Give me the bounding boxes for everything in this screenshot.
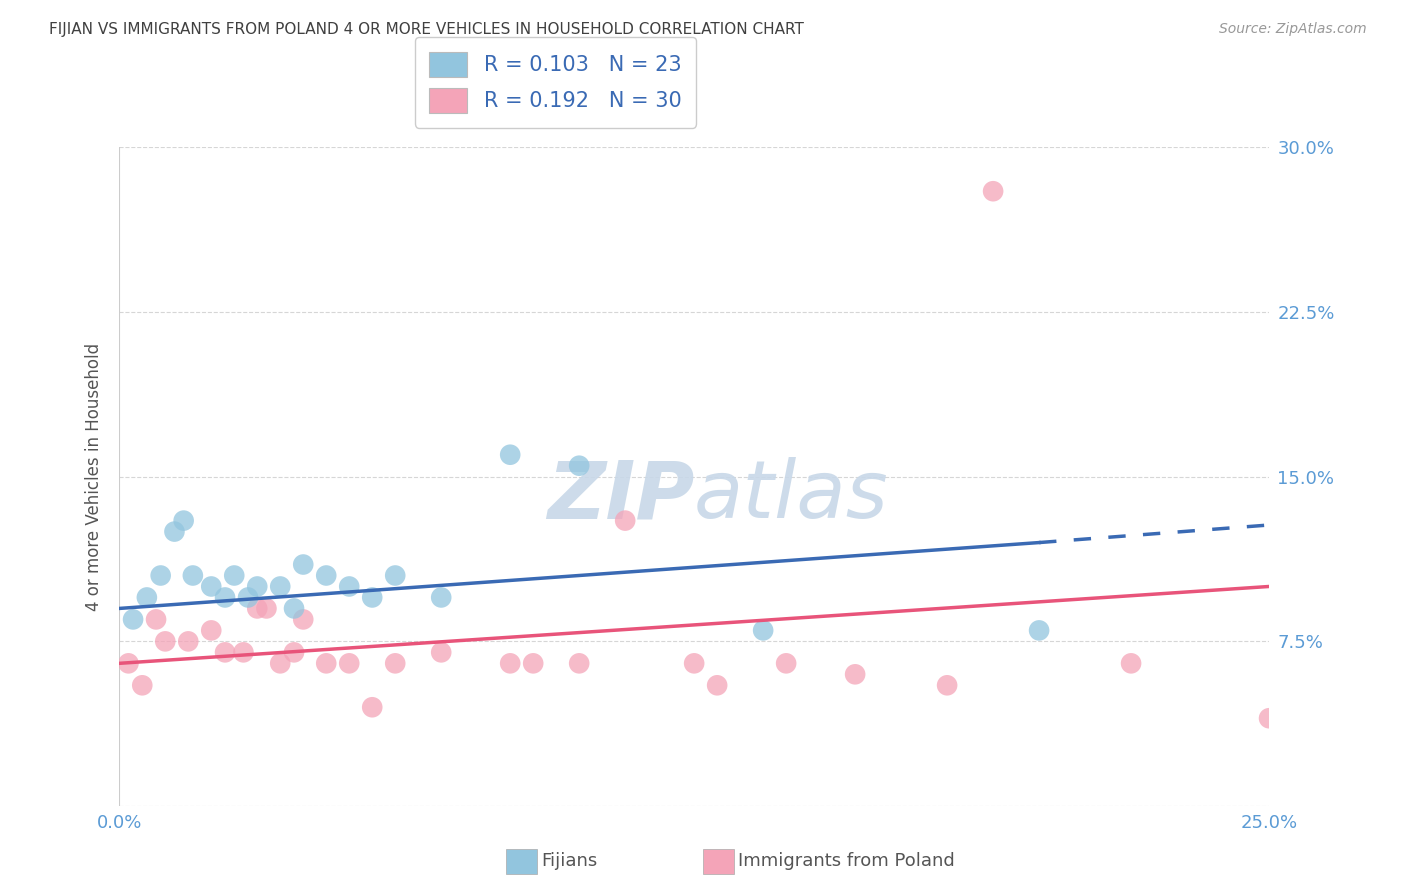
Point (361, 700, 384, 714)
Point (155, 634, 177, 648)
Point (384, 657, 406, 671)
Point (283, 645, 305, 659)
Legend: R = 0.103   N = 23, R = 0.192   N = 30: R = 0.103 N = 23, R = 0.192 N = 30 (415, 37, 696, 128)
Point (163, 524, 186, 539)
Point (256, 601, 278, 615)
Point (752, 624, 775, 638)
Text: ZIP: ZIP (547, 458, 695, 535)
Point (117, 657, 139, 671)
Point (269, 657, 291, 671)
Text: Immigrants from Poland: Immigrants from Poland (738, 852, 955, 870)
Point (200, 579, 222, 593)
Text: Source: ZipAtlas.com: Source: ZipAtlas.com (1219, 22, 1367, 37)
Point (499, 448, 522, 462)
Point (246, 601, 269, 615)
Point (981, 184, 1004, 198)
Point (315, 657, 337, 671)
Point (430, 645, 453, 659)
Point (568, 657, 591, 671)
Point (936, 678, 959, 692)
Text: FIJIAN VS IMMIGRANTS FROM POLAND 4 OR MORE VEHICLES IN HOUSEHOLD CORRELATION CHA: FIJIAN VS IMMIGRANTS FROM POLAND 4 OR MO… (49, 22, 804, 37)
Point (135, 591, 157, 605)
Point (122, 612, 145, 626)
Point (224, 568, 246, 582)
Point (384, 568, 406, 582)
Point (568, 458, 591, 473)
Point (775, 657, 797, 671)
Point (181, 568, 204, 582)
Point (1028, 624, 1050, 638)
Point (1119, 657, 1142, 671)
Point (145, 612, 167, 626)
Point (269, 579, 291, 593)
Point (236, 591, 259, 605)
Point (214, 645, 236, 659)
Point (177, 634, 200, 648)
Point (292, 612, 315, 626)
Point (173, 514, 195, 528)
Point (522, 657, 544, 671)
Point (683, 657, 706, 671)
Point (844, 667, 866, 681)
Point (614, 514, 637, 528)
Point (337, 579, 360, 593)
Point (131, 678, 153, 692)
Point (200, 624, 222, 638)
Point (430, 591, 453, 605)
Point (499, 657, 522, 671)
Point (337, 657, 360, 671)
Point (232, 645, 254, 659)
Point (1258, 711, 1281, 725)
Point (292, 558, 315, 572)
Point (315, 568, 337, 582)
Point (246, 579, 269, 593)
Y-axis label: 4 or more Vehicles in Household: 4 or more Vehicles in Household (86, 343, 103, 611)
Text: Fijians: Fijians (541, 852, 598, 870)
Point (283, 601, 305, 615)
Point (361, 591, 384, 605)
Point (149, 568, 172, 582)
Text: atlas: atlas (695, 458, 889, 535)
Point (706, 678, 728, 692)
Point (214, 591, 236, 605)
